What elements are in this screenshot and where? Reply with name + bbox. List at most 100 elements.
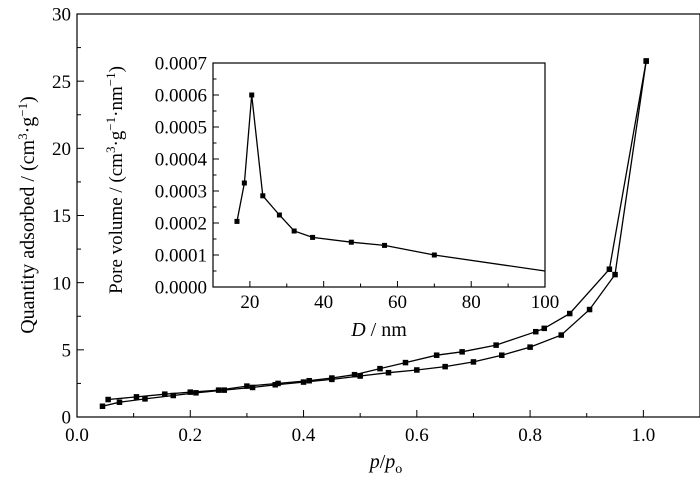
main-series-2-point <box>402 359 409 366</box>
main-x-tick-label: 0.8 <box>518 425 542 446</box>
main-series-1-point <box>272 382 278 388</box>
inset-y-tick-label: 0.0001 <box>155 246 207 267</box>
main-series-2-point <box>541 325 547 332</box>
main-series-2-point <box>606 266 613 272</box>
inset-y-tick-label: 0.0002 <box>155 214 207 235</box>
inset-plot-frame <box>212 62 546 288</box>
inset-series-1-point <box>310 234 316 240</box>
inset-x-label-D: D <box>350 319 366 341</box>
main-y-axis-label: Quantity adsorbed / (cm3·g−1) <box>15 96 39 334</box>
main-series-1-point <box>586 306 593 313</box>
inset-y-label-g: ·g <box>106 130 127 146</box>
x-label-subscript: o <box>395 462 402 477</box>
inset-series-1-point <box>382 242 388 248</box>
inset-x-tick-label: 60 <box>388 292 407 313</box>
x-label-slash: / <box>380 451 386 473</box>
main-series-2-point <box>377 365 383 372</box>
inset-x-tick-label: 80 <box>462 292 481 313</box>
inset-y-label-main: Pore volume / (cm <box>106 153 127 294</box>
x-label-p2: p <box>383 451 395 473</box>
main-series-2-point <box>329 375 335 381</box>
main-series-1-point <box>300 379 307 385</box>
inset-y-tick-label: 0.0000 <box>155 278 207 299</box>
main-series-2-point <box>433 352 440 358</box>
main-series-1-point <box>193 390 199 396</box>
main-x-tick-label: 1.0 <box>631 425 655 446</box>
inset-series-1-point <box>348 239 354 245</box>
y-label-g: ·g <box>17 117 39 134</box>
x-label-p: p <box>368 451 380 473</box>
main-series-1-point <box>357 373 363 379</box>
y-label-sup-minus1: −1 <box>15 103 30 117</box>
main-series-2-point <box>459 349 465 355</box>
inset-x-axis-label: D / nm <box>350 319 407 341</box>
inset-series-1-point <box>249 92 255 98</box>
main-series-1-point <box>470 359 477 365</box>
main-series-2-point <box>187 389 194 395</box>
inset-y-label-close: ) <box>106 66 127 72</box>
inset-x-tick-label: 100 <box>531 292 560 313</box>
inset-y-tick-label: 0.0004 <box>155 150 208 171</box>
inset-y-tick-label: 0.0003 <box>155 182 207 203</box>
inset-series-1-point <box>276 212 282 218</box>
y-label-main: Quantity adsorbed / (cm <box>17 139 39 333</box>
inset-series-1-point <box>234 218 240 224</box>
main-series-2-point <box>351 371 358 378</box>
main-series-2-point <box>162 391 168 397</box>
main-y-tick-label: 20 <box>52 139 71 160</box>
inset-y-label-sup-minus1-b: −1 <box>103 72 118 86</box>
main-chart: 0.0 0.2 0.4 0.6 0.8 1.0 0 5 10 15 20 25 30 p/po Quanti… <box>15 5 700 477</box>
main-series-1-point <box>142 396 148 402</box>
main-series-1-point <box>116 399 123 405</box>
main-series-1-point <box>414 367 420 373</box>
main-series-2-point <box>566 310 573 317</box>
main-series-2-point <box>643 58 649 64</box>
inset-y-label-nm: ·nm <box>106 86 127 117</box>
main-series-1-point <box>442 363 448 370</box>
inset-y-label-sup-3: 3 <box>103 147 118 154</box>
main-series-2-point <box>244 383 250 389</box>
inset-x-tick-label: 20 <box>240 292 259 313</box>
inset-y-tick-label: 0.0007 <box>155 54 207 75</box>
main-x-tick-label: 0.6 <box>405 425 429 446</box>
main-series-2-point <box>306 377 312 384</box>
main-y-tick-label: 5 <box>62 340 72 361</box>
main-series-2-point <box>215 387 222 393</box>
main-series-2-point <box>533 328 539 335</box>
inset-series-1-point <box>241 180 247 186</box>
main-y-tick-label: 0 <box>62 408 72 429</box>
inset-series-1-point <box>291 228 297 234</box>
inset-x-label-unit: / nm <box>366 319 408 341</box>
main-series-2-point <box>133 394 140 400</box>
main-x-tick-label: 0.4 <box>292 425 316 446</box>
y-label-close: ) <box>17 96 39 103</box>
inset-series-1-point <box>431 252 437 258</box>
main-x-tick-label: 0.2 <box>178 425 202 446</box>
main-series-1-point <box>558 332 564 338</box>
main-series-1-point <box>499 352 505 358</box>
main-series-1-point <box>249 384 256 391</box>
main-series-2-point <box>275 380 281 387</box>
inset-y-label-sup-minus1: −1 <box>103 117 118 131</box>
inset-y-tick-label: 0.0005 <box>155 118 207 139</box>
main-series-2-point <box>493 342 499 348</box>
inset-x-tick-label: 40 <box>314 292 333 313</box>
main-series-1-point <box>612 271 618 278</box>
main-series-1-point <box>99 403 106 410</box>
main-series-1-point <box>221 387 228 393</box>
main-series-1-point <box>527 344 533 350</box>
main-y-tick-label: 10 <box>52 273 71 294</box>
main-x-tick-label: 0.0 <box>65 425 89 446</box>
inset-y-tick-label: 0.0006 <box>155 86 207 107</box>
main-y-tick-label: 15 <box>52 206 71 227</box>
main-series-2-point <box>105 396 111 403</box>
inset-chart: 20 40 60 80 100 0.0000 0.0001 0.0002 0.0003 0.000… <box>103 54 559 341</box>
y-label-sup-3: 3 <box>15 133 30 140</box>
main-y-tick-label: 30 <box>52 5 71 26</box>
inset-series-1-point <box>260 193 266 199</box>
main-series-1-point <box>385 369 392 376</box>
main-y-tick-label: 25 <box>52 72 71 93</box>
main-x-axis-label: p/po <box>368 451 403 477</box>
main-series-1-point <box>170 392 177 399</box>
